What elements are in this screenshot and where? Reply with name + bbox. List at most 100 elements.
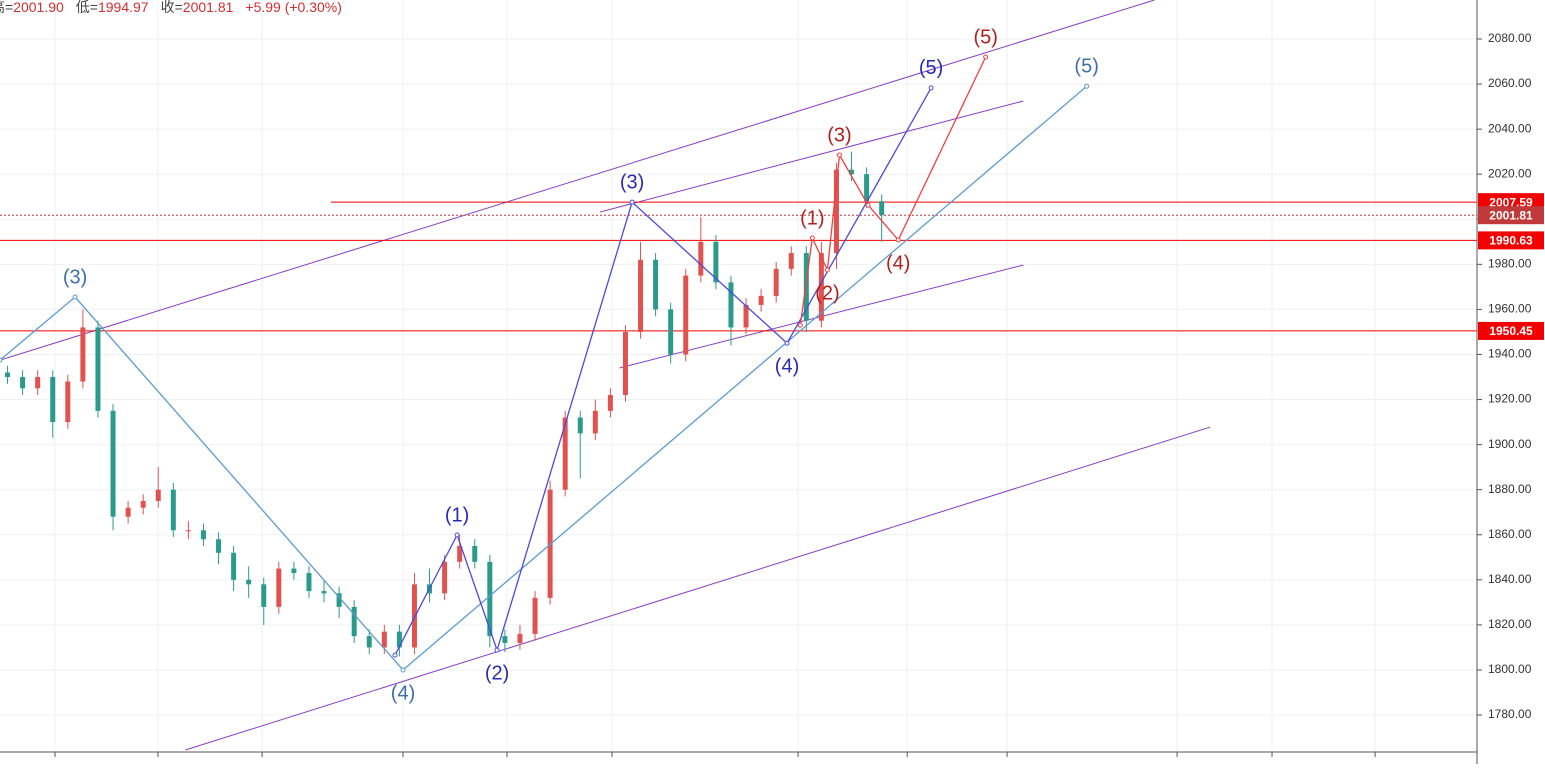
candle-body: [381, 631, 387, 648]
ohlc-header: 高=2001.90 低=1994.97 收=2001.81 +5.99 (+0.30%…: [0, 0, 342, 15]
candle-body: [457, 546, 463, 562]
candle-body: [698, 241, 704, 276]
wave-point: [983, 54, 989, 60]
wave-label: (3): [827, 124, 851, 146]
candle-body: [849, 169, 855, 175]
candle-body: [517, 633, 523, 643]
candle-body: [140, 500, 146, 508]
candle-body: [803, 253, 809, 321]
candle-body: [833, 169, 839, 254]
candle-body: [216, 539, 222, 553]
channel-line: [599, 100, 1024, 213]
candle-body: [758, 295, 764, 305]
candle-body: [110, 410, 116, 517]
header-value: 2001.90: [13, 0, 64, 15]
wave-label: (4): [391, 682, 415, 704]
wave-label: (1): [445, 504, 469, 526]
wave-line: [394, 87, 932, 656]
y-tick-label: 1860.00: [1488, 527, 1532, 541]
wave-point: [865, 202, 871, 208]
candle-body: [366, 636, 372, 648]
channel-line: [185, 426, 1211, 751]
wave-point: [494, 647, 500, 653]
header-label: 收=: [161, 0, 183, 15]
candle-body: [592, 410, 598, 434]
candle-body: [773, 268, 779, 296]
candle-body: [306, 573, 312, 592]
candle-body: [200, 530, 206, 540]
wave-label: (2): [815, 282, 839, 304]
wave-point: [392, 652, 398, 658]
wave-line: [0, 85, 1088, 671]
y-tick-label: 2080.00: [1488, 31, 1532, 45]
candle-body: [155, 489, 161, 501]
candle-body: [683, 275, 689, 355]
y-tick-label: 1840.00: [1488, 572, 1532, 586]
price-tag: [1478, 231, 1544, 250]
header-value: +5.99 (+0.30%): [245, 0, 342, 15]
y-tick-label: 1920.00: [1488, 392, 1532, 406]
candle-body: [638, 259, 644, 332]
y-tick-label: 2060.00: [1488, 76, 1532, 90]
candle-body: [879, 201, 885, 216]
y-tick-label: 1800.00: [1488, 662, 1532, 676]
y-tick-label: 1980.00: [1488, 257, 1532, 271]
y-tick-label: 1940.00: [1488, 347, 1532, 361]
candle-body: [321, 591, 327, 594]
candle-body: [170, 489, 176, 531]
candle-body: [396, 631, 402, 648]
wave-point: [824, 267, 830, 273]
wave-label: (1): [800, 207, 824, 229]
candle-body: [185, 530, 191, 532]
wave-label: (5): [973, 26, 997, 48]
candle-body: [532, 597, 538, 634]
price-tag-label: 2007.59: [1489, 195, 1533, 209]
header-value: 1994.97: [98, 0, 149, 15]
y-tick-label: 1880.00: [1488, 482, 1532, 496]
wave-point: [895, 237, 901, 243]
candle-body: [35, 377, 41, 389]
candle-body: [246, 579, 252, 585]
candle-body: [562, 417, 568, 490]
header-label: 低=: [76, 0, 98, 15]
y-tick-label: 2040.00: [1488, 121, 1532, 135]
candle-body: [577, 417, 583, 434]
y-tick-label: 1960.00: [1488, 302, 1532, 316]
header-label: 高=: [0, 0, 13, 15]
candle-body: [728, 282, 734, 328]
price-tag: [1478, 321, 1544, 340]
candle-body: [291, 568, 297, 574]
wave-label: (4): [886, 252, 910, 274]
candle-body: [502, 636, 508, 643]
candle-body: [607, 395, 613, 411]
candle-body: [351, 606, 357, 637]
wave-point: [809, 235, 815, 241]
wave-point: [400, 667, 406, 673]
wave-label: (4): [775, 355, 799, 377]
candle-body: [125, 507, 131, 517]
price-tag: [1478, 206, 1544, 225]
wave-point: [454, 532, 460, 538]
candle-body: [411, 584, 417, 648]
candle-body: [95, 327, 101, 411]
wave-point: [836, 152, 842, 158]
candle-body: [743, 304, 749, 328]
candle-body: [668, 309, 674, 355]
wave-label: (5): [919, 57, 943, 79]
wave-point: [784, 340, 790, 346]
wave-label: (2): [485, 662, 509, 684]
y-tick-label: 1780.00: [1488, 707, 1532, 721]
candle-body: [261, 584, 267, 607]
header-value: 2001.81: [183, 0, 234, 15]
wave-point: [797, 322, 803, 328]
candle-body: [50, 377, 56, 423]
wave-label: (5): [1074, 56, 1098, 78]
wave-point: [0, 357, 3, 363]
y-tick-label: 1900.00: [1488, 437, 1532, 451]
wave-label: (3): [63, 266, 87, 288]
channel-line: [0, 0, 1155, 361]
candle-body: [788, 253, 794, 269]
wave-label: (3): [620, 171, 644, 193]
candle-body: [276, 568, 282, 607]
